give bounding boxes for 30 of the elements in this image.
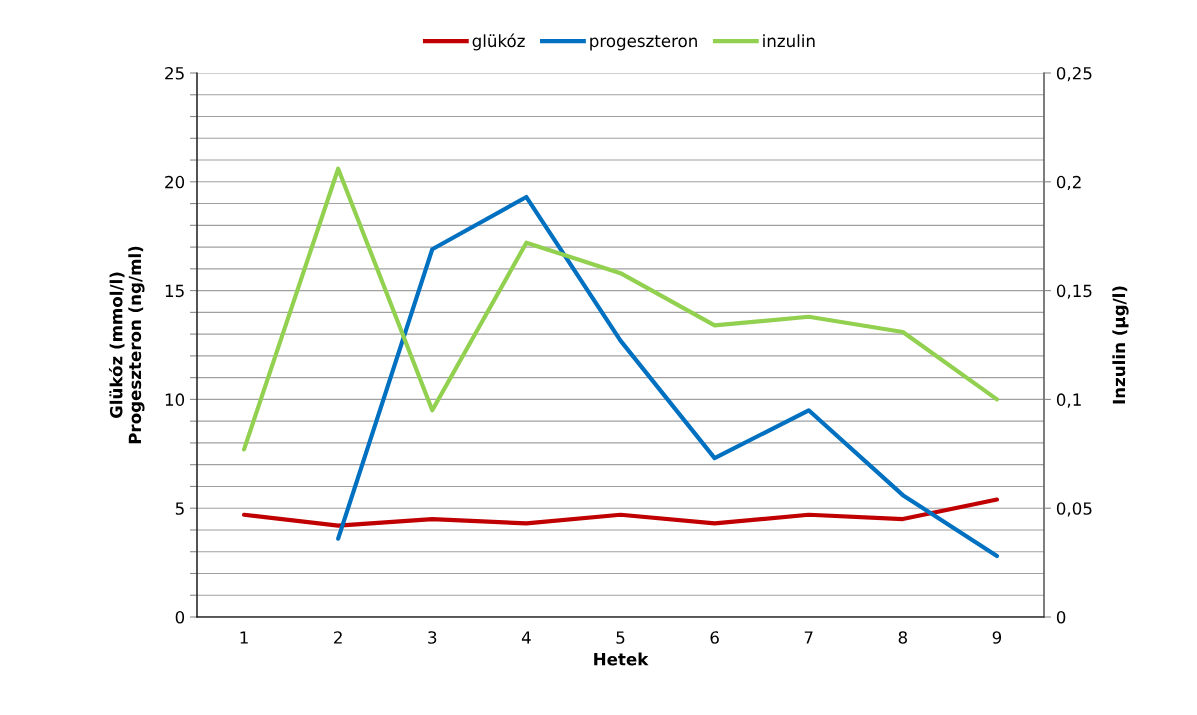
y2-tick-label: 0,05: [1056, 502, 1092, 517]
x-tick-label: 6: [710, 631, 719, 644]
x-tick-label: 2: [334, 631, 342, 644]
y-tick-label: 5: [175, 502, 184, 515]
x-tick-label: 7: [804, 631, 813, 644]
line-series: [336, 194, 1000, 559]
y2-tick-label: 0,1: [1056, 393, 1081, 408]
x-tick-label: 4: [521, 631, 531, 644]
y2-tick-label: 0,15: [1056, 284, 1092, 299]
y2-tick-label: 0,2: [1056, 175, 1081, 191]
x-tick-label: 8: [898, 631, 907, 644]
y2-tick-label: 0,25: [1056, 66, 1092, 82]
legend-label: glükóz: [472, 33, 525, 51]
y2-axis-title: Inzulin (µg/l): [1112, 286, 1129, 404]
x-tick-label: 5: [616, 631, 625, 644]
x-axis-title: Hetek: [594, 652, 649, 666]
legend-label: inzulin: [763, 34, 815, 48]
x-tick-label: 9: [992, 631, 1002, 644]
y-tick-label: 0: [175, 610, 185, 624]
y-tick-label: 10: [165, 393, 185, 406]
x-tick-label: 1: [240, 631, 248, 644]
y-tick-label: 20: [165, 175, 185, 189]
y2-tick-label: 0: [1056, 610, 1066, 624]
x-tick-label: 3: [428, 631, 437, 644]
y-tick-label: 25: [165, 66, 184, 80]
y-axis-title: Glükóz (mmol/l) Progeszteron (ng/ml): [108, 246, 145, 444]
legend-label: progeszteron: [590, 35, 697, 51]
line-series: [241, 166, 1000, 452]
line-series: [241, 497, 1000, 528]
y-tick-label: 15: [165, 284, 184, 298]
